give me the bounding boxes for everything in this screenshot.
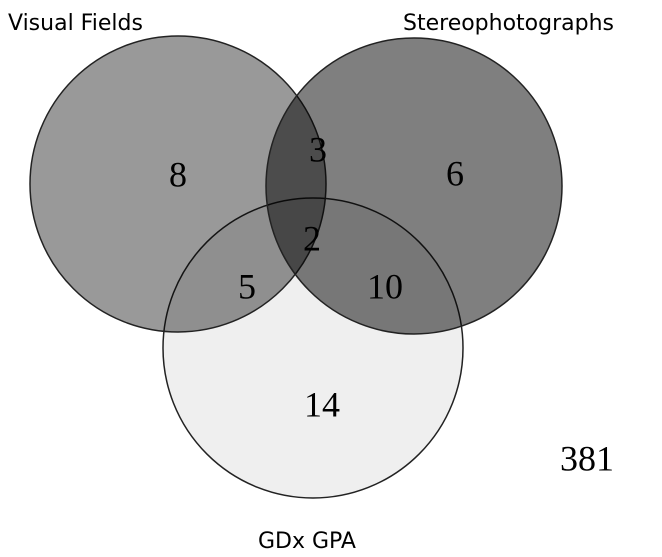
region-count: 10 xyxy=(367,266,403,306)
region-count: 6 xyxy=(446,153,464,193)
region-count: 2 xyxy=(303,218,321,258)
set-label: Visual Fields xyxy=(8,11,143,36)
region-count: 5 xyxy=(238,266,256,306)
outside-count: 381 xyxy=(560,438,614,478)
region-count: 14 xyxy=(304,384,340,424)
region-count: 3 xyxy=(309,129,327,169)
stereo-circle xyxy=(265,37,563,335)
region-count: 8 xyxy=(169,154,187,194)
set-label: Stereophotographs xyxy=(403,11,614,36)
set-label: GDx GPA xyxy=(258,529,356,554)
